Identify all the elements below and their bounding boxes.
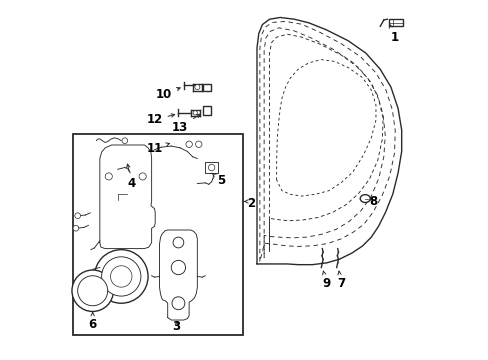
Text: 5: 5 bbox=[212, 173, 225, 186]
Circle shape bbox=[75, 213, 81, 219]
Bar bbox=[203, 84, 210, 91]
Text: 10: 10 bbox=[156, 87, 180, 101]
Circle shape bbox=[102, 257, 141, 296]
Circle shape bbox=[173, 237, 183, 248]
Text: 11: 11 bbox=[146, 142, 169, 155]
Text: 3: 3 bbox=[172, 320, 181, 333]
Circle shape bbox=[208, 164, 214, 171]
Text: 4: 4 bbox=[126, 164, 136, 190]
Text: 1: 1 bbox=[388, 24, 398, 44]
Circle shape bbox=[105, 173, 112, 180]
Text: 7: 7 bbox=[336, 271, 345, 290]
Circle shape bbox=[72, 270, 113, 311]
Circle shape bbox=[195, 141, 202, 148]
Text: 9: 9 bbox=[322, 271, 330, 290]
Circle shape bbox=[139, 173, 146, 180]
Text: 2: 2 bbox=[247, 197, 255, 210]
Circle shape bbox=[189, 139, 193, 144]
Circle shape bbox=[193, 111, 197, 115]
Text: 12: 12 bbox=[146, 113, 174, 126]
Circle shape bbox=[110, 266, 132, 287]
Circle shape bbox=[122, 138, 127, 144]
Text: 13: 13 bbox=[172, 114, 200, 134]
Circle shape bbox=[172, 297, 184, 310]
Bar bbox=[73, 134, 242, 336]
Bar bbox=[205, 162, 217, 173]
Circle shape bbox=[185, 141, 192, 148]
Circle shape bbox=[94, 249, 148, 303]
Text: 8: 8 bbox=[368, 195, 376, 208]
Circle shape bbox=[78, 276, 107, 306]
Text: 6: 6 bbox=[88, 312, 97, 331]
Ellipse shape bbox=[360, 195, 369, 203]
Bar bbox=[388, 19, 402, 26]
Bar bbox=[203, 106, 210, 115]
Circle shape bbox=[194, 85, 200, 90]
Circle shape bbox=[171, 260, 185, 275]
Bar bbox=[200, 137, 206, 144]
Circle shape bbox=[73, 225, 79, 231]
